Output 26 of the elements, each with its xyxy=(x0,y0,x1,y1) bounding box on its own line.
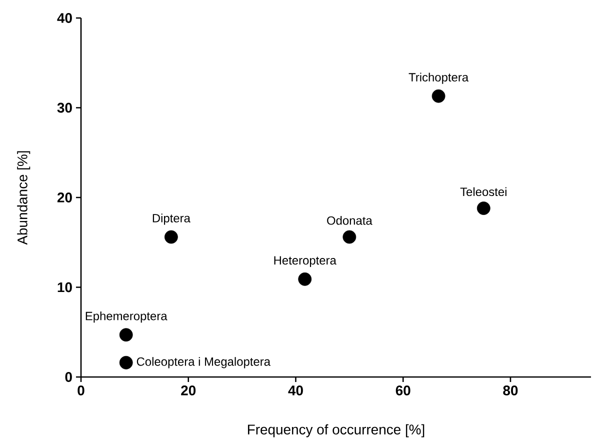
y-tick-label: 10 xyxy=(58,282,72,292)
x-tick-label: 0 xyxy=(78,386,84,396)
annotation: Heteroptera xyxy=(274,256,336,267)
y-tick-label: 0 xyxy=(65,372,72,382)
point xyxy=(342,230,356,244)
x-tick-label: 80 xyxy=(503,386,518,396)
point xyxy=(164,230,178,244)
y-axis-title: Abundance [%] xyxy=(17,151,30,245)
annotation: Trichoptera xyxy=(408,72,469,84)
x-tick-label: 20 xyxy=(181,386,196,396)
point xyxy=(432,89,446,103)
y-tick-label: 40 xyxy=(57,13,72,23)
annotation: Teleostei xyxy=(460,187,506,196)
x-tick-label: 40 xyxy=(288,386,303,396)
y-tick-label: 20 xyxy=(57,192,72,202)
annotation: Coleoptera i Megaloptera xyxy=(136,357,270,368)
annotation: Odonata xyxy=(327,216,372,225)
y-tick-label: 30 xyxy=(57,102,72,113)
annotation: Ephemeroptera xyxy=(86,311,168,323)
point xyxy=(298,272,312,286)
annotation: Diptera xyxy=(152,214,190,225)
x-axis-title: Frequency of occurrence [%] xyxy=(248,424,424,438)
x-tick-label: 60 xyxy=(396,386,410,396)
point xyxy=(476,202,490,215)
point xyxy=(119,328,133,342)
point xyxy=(119,356,133,370)
